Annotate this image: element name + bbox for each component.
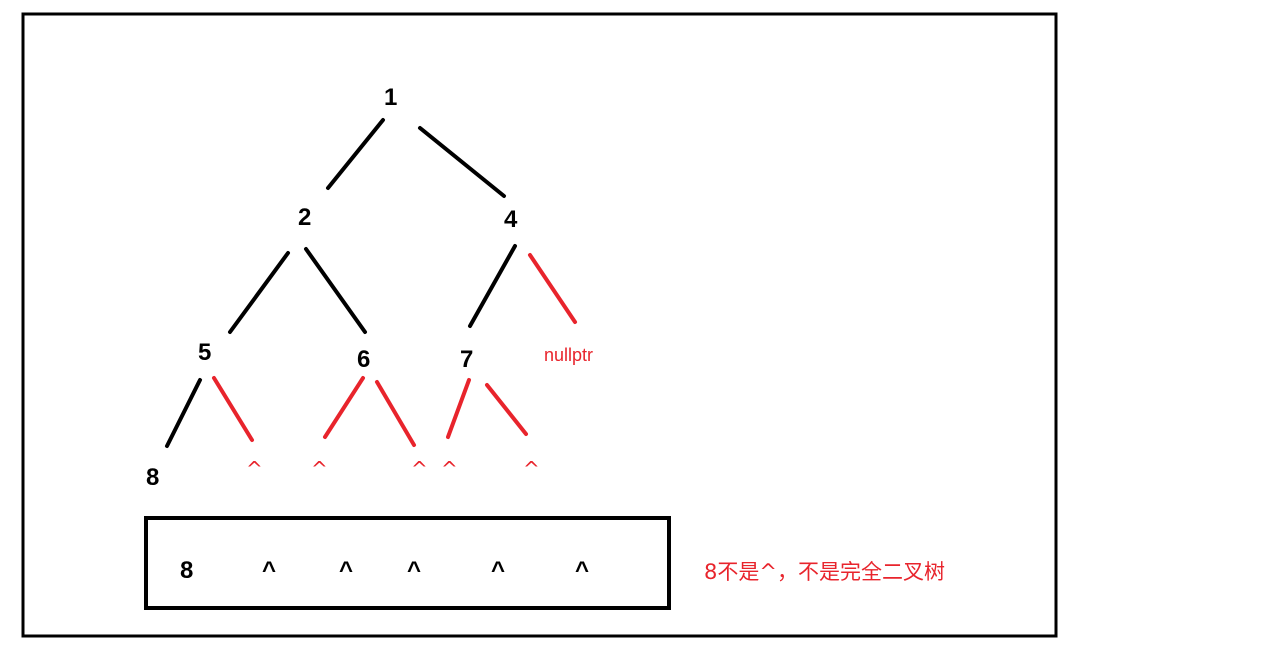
null-marker: ^ [411, 457, 428, 481]
edge-4-7 [468, 244, 517, 328]
tree-node-7: 7 [460, 346, 473, 373]
edge-2-6 [304, 247, 367, 334]
queue-item: 8 [180, 557, 193, 584]
null-edge-4-right [528, 253, 577, 324]
tree-node-5: 5 [198, 339, 211, 366]
queue-item: ^ [262, 557, 276, 584]
null-marker: ^ [523, 457, 540, 481]
tree-node-8: 8 [146, 464, 159, 491]
null-marker: ^ [311, 457, 328, 481]
null-edge-5-right [212, 376, 254, 442]
queue-item: ^ [407, 557, 421, 584]
queue-item: ^ [491, 557, 505, 584]
edge-2-5 [228, 251, 290, 334]
null-edge-6-right [375, 380, 416, 447]
tree-node-2: 2 [298, 204, 311, 231]
null-edge-7-right [485, 383, 528, 436]
nullptr-label: nullptr [544, 345, 593, 365]
queue-box [144, 516, 671, 610]
null-edge-7-left [446, 378, 471, 439]
completeness-note: 8不是^，不是完全二叉树 [704, 560, 945, 584]
null-edges [212, 253, 577, 447]
null-marker: ^ [246, 457, 263, 481]
null-edge-6-left [323, 376, 365, 439]
edge-1-4 [418, 126, 506, 198]
outer-frame [21, 12, 1058, 638]
tree-node-4: 4 [504, 206, 518, 233]
edge-1-2 [326, 118, 385, 190]
tree-node-1: 1 [384, 84, 397, 111]
null-marker: ^ [441, 457, 458, 481]
tree-edges [165, 118, 517, 448]
queue-item: ^ [575, 557, 589, 584]
queue-item: ^ [339, 557, 353, 584]
edge-5-8 [165, 378, 202, 448]
tree-node-6: 6 [357, 346, 370, 373]
